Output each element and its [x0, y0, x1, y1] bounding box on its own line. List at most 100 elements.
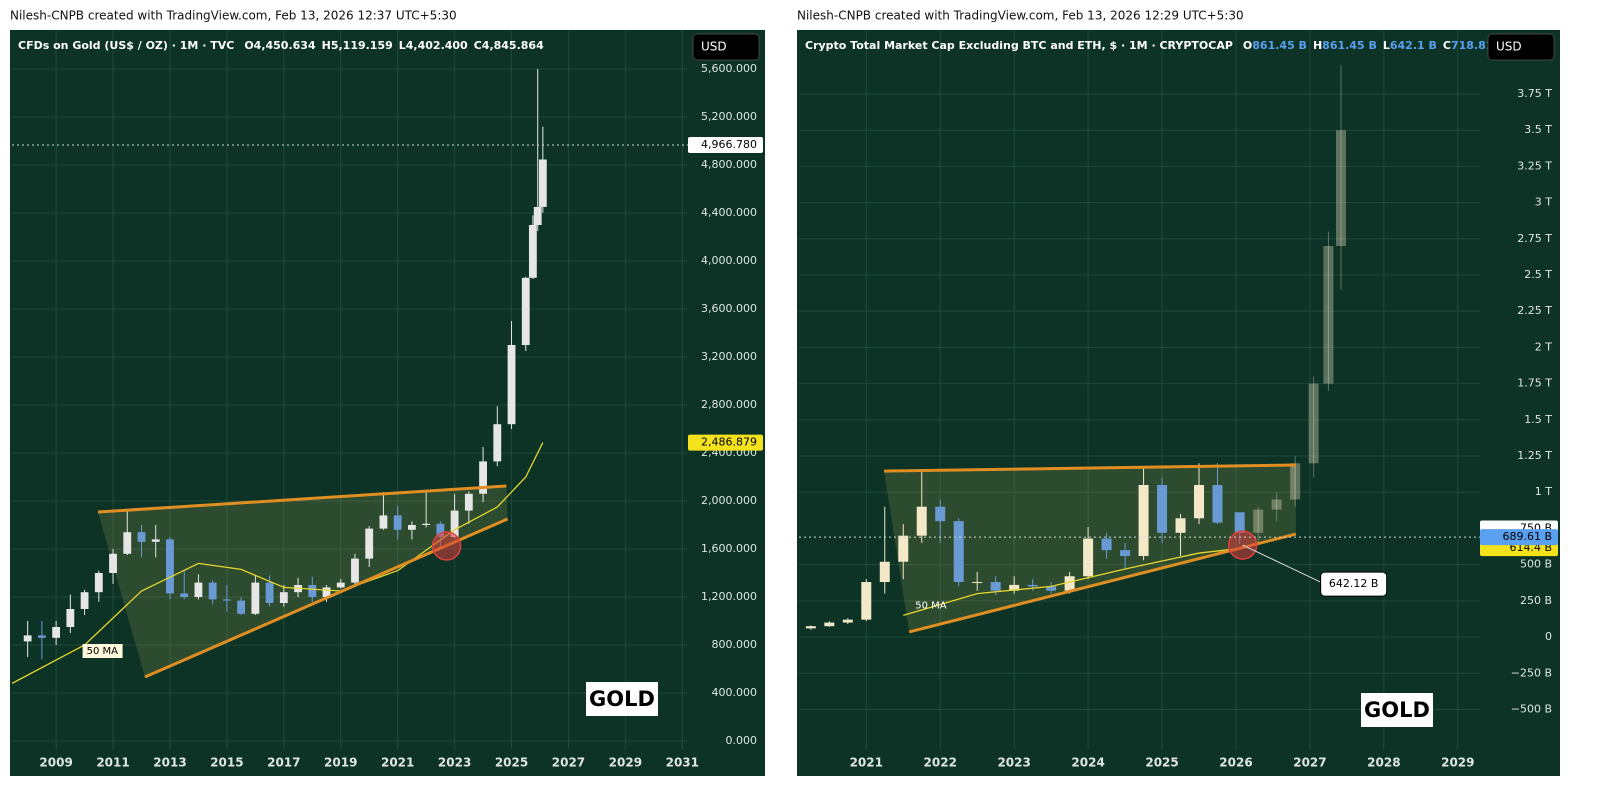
legend-key: O — [1243, 39, 1252, 52]
y-tick-label: 0 — [1545, 630, 1552, 643]
currency-button[interactable] — [1487, 33, 1555, 61]
y-tick-label: −250 B — [1511, 666, 1552, 679]
candle-body — [1194, 484, 1205, 519]
watermark: GOLD — [1364, 698, 1430, 722]
candle-body — [37, 635, 46, 638]
plot-area — [799, 30, 1480, 750]
x-tick-label: 2022 — [924, 756, 957, 770]
candle-body — [879, 561, 890, 583]
currency-button[interactable] — [692, 33, 760, 61]
candle-body — [1083, 538, 1094, 577]
y-tick-label: 1,200.000 — [701, 590, 757, 603]
ma-label-box — [82, 644, 123, 658]
candle-body — [528, 225, 537, 278]
x-tick-label: 2024 — [1071, 756, 1104, 770]
legend-key: O — [244, 39, 253, 52]
candle-body — [393, 515, 402, 530]
candle-body — [450, 510, 459, 537]
y-tick-label: 800.000 — [712, 638, 758, 651]
candle-body — [1212, 484, 1223, 523]
y-tick-label: 2,800.000 — [701, 398, 757, 411]
candle-body — [1175, 518, 1186, 533]
y-tick-label: 1 T — [1535, 485, 1552, 498]
candle-body — [407, 525, 416, 530]
y-tick-label: 3.25 T — [1517, 159, 1552, 172]
candle-body — [538, 159, 547, 207]
candle-body — [805, 626, 816, 629]
y-tick-label: 1.5 T — [1524, 413, 1552, 426]
candle-body — [1308, 383, 1319, 464]
watermark: GOLD — [589, 687, 655, 711]
x-tick-label: 2026 — [1219, 756, 1252, 770]
candle-body — [422, 523, 431, 525]
panel-background — [10, 30, 765, 776]
x-tick-label: 2015 — [210, 756, 243, 770]
y-tick-label: 1,600.000 — [701, 542, 757, 555]
ma-label: 50 MA — [915, 600, 947, 611]
candle-body — [279, 592, 288, 603]
price-tag-label: 689.61 B — [1502, 530, 1552, 543]
x-tick-label: 2017 — [267, 756, 300, 770]
candle-body — [265, 582, 274, 603]
x-tick-label: 2011 — [96, 756, 129, 770]
y-tick-label: 2.75 T — [1517, 232, 1552, 245]
candle-body — [533, 207, 542, 225]
candle-body — [1101, 538, 1112, 551]
legend-key: C — [474, 39, 482, 52]
candle-body — [94, 573, 103, 593]
x-tick-label: 2027 — [1293, 756, 1326, 770]
candle-body — [1064, 576, 1075, 591]
y-tick-label: 5,600.000 — [701, 62, 757, 75]
ma-line — [12, 442, 544, 684]
candle-body — [208, 582, 217, 600]
candle-body — [336, 582, 345, 588]
candle-body — [1290, 463, 1301, 500]
candle-body — [123, 532, 132, 554]
y-tick-label: 2.5 T — [1524, 268, 1552, 281]
candle-body — [1046, 586, 1057, 591]
candle-body — [1120, 550, 1131, 556]
pattern-zone — [97, 486, 508, 678]
x-tick-label: 2023 — [438, 756, 471, 770]
candle-body — [479, 461, 487, 494]
candle-body — [365, 528, 374, 559]
candle-body — [972, 582, 983, 584]
candle-body — [464, 493, 473, 511]
y-tick-label: 250 B — [1520, 594, 1552, 607]
chart-title: CFDs on Gold (US$ / OZ) · 1M · TVC O4,450… — [18, 39, 544, 52]
candle-body — [151, 539, 160, 542]
legend-value: 642.1 B — [1390, 39, 1437, 52]
candle-body — [1323, 246, 1334, 384]
legend-key: C — [1443, 39, 1451, 52]
candle-body — [1027, 584, 1038, 587]
panel-background — [797, 30, 1560, 776]
x-tick-label: 2025 — [1145, 756, 1178, 770]
x-tick-label: 2021 — [850, 756, 883, 770]
x-tick-label: 2028 — [1367, 756, 1400, 770]
callout-label: 642.12 B — [1329, 577, 1379, 590]
candle-body — [1253, 509, 1264, 533]
price-tag — [1480, 529, 1558, 546]
chart-title: Crypto Total Market Cap Excluding BTC an… — [805, 39, 1506, 52]
x-tick-label: 2031 — [666, 756, 699, 770]
watermark-box — [586, 682, 658, 716]
x-tick-label: 2013 — [153, 756, 186, 770]
y-tick-label: 4,800.000 — [701, 158, 757, 171]
candle-body — [1009, 584, 1020, 591]
candle-body — [109, 553, 117, 573]
candle-body — [351, 558, 359, 583]
candle-body — [507, 345, 516, 425]
y-tick-label: 1.25 T — [1517, 449, 1552, 462]
x-tick-label: 2021 — [381, 756, 414, 770]
callout-box — [1320, 571, 1388, 597]
y-tick-label: 400.000 — [712, 686, 758, 699]
y-tick-label: 3,600.000 — [701, 302, 757, 315]
x-tick-label: 2029 — [1441, 756, 1474, 770]
x-tick-label: 2027 — [552, 756, 585, 770]
y-tick-label: 500 B — [1520, 558, 1552, 571]
currency-label: USD — [1496, 40, 1522, 54]
x-tick-label: 2009 — [39, 756, 72, 770]
ma-label: 50 MA — [87, 646, 119, 657]
touch-circle — [431, 531, 462, 561]
plot-area — [12, 30, 688, 750]
